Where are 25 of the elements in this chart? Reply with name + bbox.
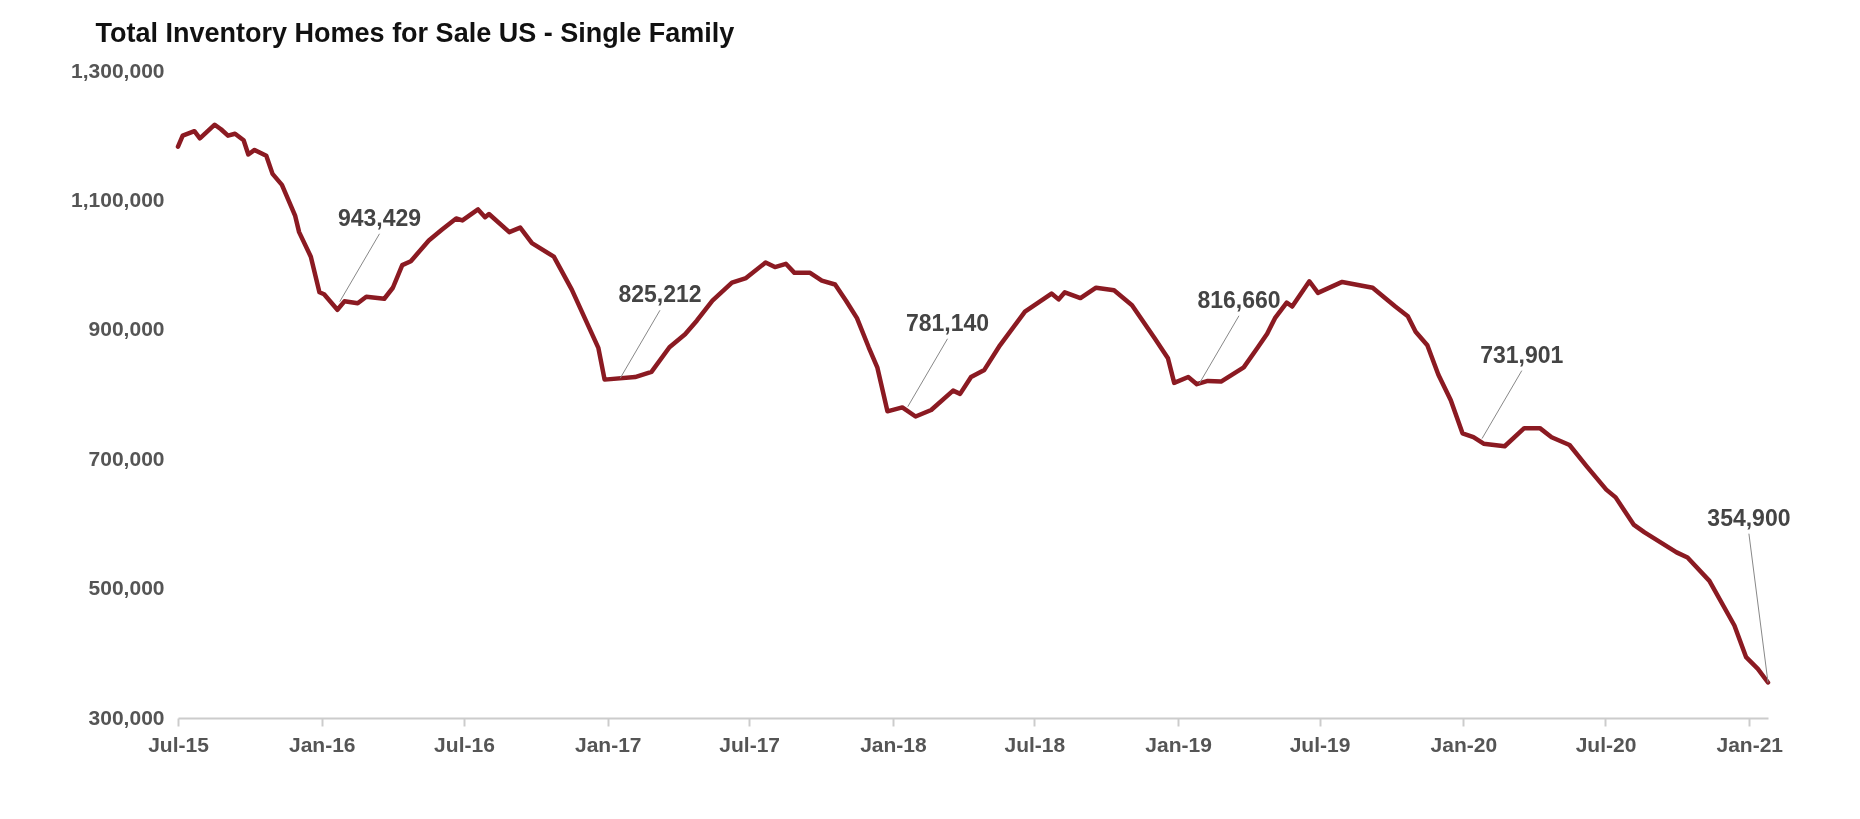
y-tick-label: 1,100,000: [71, 187, 165, 211]
x-tick-label: Jul-19: [1289, 732, 1351, 756]
annotation: 354,900: [1707, 504, 1791, 531]
x-tick-label: Jul-17: [719, 732, 780, 756]
x-tick-label: Jul-15: [148, 732, 210, 756]
annotation: 825,212: [618, 281, 702, 308]
y-tick-label: 700,000: [88, 446, 165, 470]
x-tick-label: Jul-16: [434, 732, 495, 756]
x-tick-label: Jan-19: [1145, 732, 1212, 756]
x-tick-label: Jul-20: [1575, 732, 1637, 756]
annotation: 781,140: [905, 309, 990, 336]
x-tick-label: Jan-18: [860, 732, 927, 756]
x-tick-label: Jan-17: [574, 732, 642, 756]
y-tick-label: 1,300,000: [71, 58, 165, 82]
annotation: 816,660: [1197, 286, 1281, 313]
chart-title: Total Inventory Homes for Sale US - Single Family: [95, 18, 735, 48]
annotation: 943,429: [337, 204, 422, 231]
annotation: 731,901: [1480, 341, 1564, 368]
x-tick-label: Jan-16: [288, 732, 356, 756]
y-tick-label: 900,000: [88, 317, 165, 341]
x-tick-label: Jan-21: [1716, 732, 1784, 756]
x-tick-label: Jan-20: [1430, 732, 1498, 756]
x-tick-label: Jul-18: [1004, 732, 1066, 756]
y-tick-label: 300,000: [88, 705, 165, 729]
y-tick-label: 500,000: [88, 576, 165, 600]
